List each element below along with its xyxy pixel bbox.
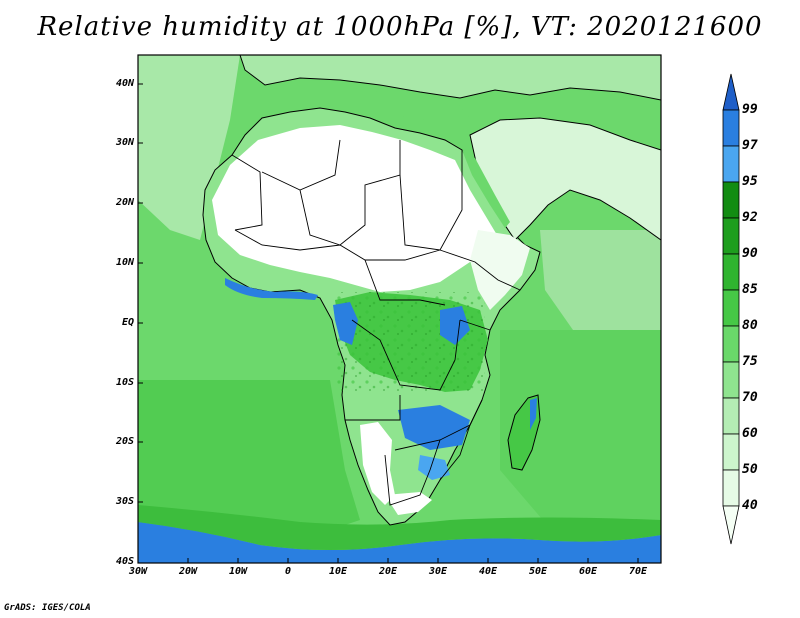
lake-victoria-saturated-patch: [440, 306, 470, 345]
lon-label-50e: 50E: [528, 566, 548, 577]
colorbar-top-arrow: [722, 73, 740, 111]
mediterranean-sea: [260, 82, 470, 122]
south-africa-dry-region: [385, 492, 432, 515]
grads-credit: GrADS: IGES/COLA: [4, 603, 91, 613]
colorbar-segment-50-60: [722, 433, 740, 471]
lon-label-40e: 40E: [478, 566, 498, 577]
lon-label-20e: 20E: [378, 566, 398, 577]
north-atlantic-dry-zone: [138, 55, 240, 240]
border-central-africa: [364, 259, 446, 306]
cameroon-saturated-patch: [333, 302, 358, 345]
southern-ocean-saturated-band: [138, 522, 661, 563]
colorbar-label-97: 97: [742, 138, 758, 153]
border-angola: [345, 395, 401, 421]
lon-label-30e: 30E: [428, 566, 448, 577]
colorbar-segment-80-85: [722, 289, 740, 327]
border-sahel: [234, 229, 441, 261]
kalahari-dry-region: [360, 422, 395, 505]
red-sea: [462, 150, 510, 228]
border-mozambique: [439, 399, 483, 481]
colorbar-label-92: 92: [742, 210, 758, 225]
map-frame: [137, 54, 662, 564]
border-west-sahara: [231, 154, 263, 231]
arabia-landmass: [469, 117, 662, 241]
colorbar-segment-75-80: [722, 325, 740, 363]
colorbar-segment-70-75: [722, 361, 740, 399]
colorbar-label-70: 70: [742, 390, 758, 405]
colorbar-segment-90-92: [722, 217, 740, 255]
colorbar-label-40: 40: [742, 498, 758, 513]
lat-label-10n: 10N: [115, 257, 134, 268]
colorbar: [722, 73, 740, 545]
colorbar-label-85: 85: [742, 282, 758, 297]
colorbar-bottom-arrow: [722, 505, 740, 545]
colorbar-segment-60-70: [722, 397, 740, 435]
horn-of-africa-dry-region: [470, 230, 530, 310]
lat-label-40s: 40S: [115, 556, 134, 567]
lon-label-10w: 10W: [228, 566, 248, 577]
border-namibia-botswana: [384, 439, 441, 506]
lat-label-30n: 30N: [115, 137, 134, 148]
sahara-dry-region: [212, 125, 500, 292]
lon-label-60e: 60E: [578, 566, 598, 577]
colorbar-label-60: 60: [742, 426, 758, 441]
mozambique-saturated-patch: [418, 455, 450, 480]
border-sudan-ethiopia: [439, 249, 521, 291]
map-panel: [137, 54, 662, 564]
south-atlantic-moist-zone: [138, 380, 360, 540]
colorbar-label-90: 90: [742, 246, 758, 261]
madagascar-saturated-patch: [530, 398, 537, 430]
lon-label-30w: 30W: [128, 566, 148, 577]
border-east-africa: [459, 319, 491, 331]
indian-ocean-moist-zone: [500, 330, 661, 540]
colorbar-label-75: 75: [742, 354, 758, 369]
southern-ocean-green-band: [138, 505, 661, 550]
lat-label-40n: 40N: [115, 78, 134, 89]
lat-label-20n: 20N: [115, 197, 134, 208]
colorbar-segment-97-99: [722, 109, 740, 147]
zambia-saturated-patch: [398, 405, 470, 450]
colorbar-segment-92-95: [722, 181, 740, 219]
lon-label-10e: 10E: [328, 566, 348, 577]
border-congo: [351, 319, 461, 391]
colorbar-segment-85-90: [722, 253, 740, 291]
lat-label-20s: 20S: [115, 436, 134, 447]
congo-speckle-texture: [335, 292, 485, 392]
colorbar-label-50: 50: [742, 462, 758, 477]
lat-label-30s: 30S: [115, 496, 134, 507]
colorbar-label-99: 99: [742, 102, 758, 117]
colorbar-label-95: 95: [742, 174, 758, 189]
colorbar-label-80: 80: [742, 318, 758, 333]
country-borders: [231, 139, 521, 506]
lon-label-0: 0: [284, 566, 292, 577]
lon-label-70e: 70E: [628, 566, 648, 577]
lat-label-10s: 10S: [115, 377, 134, 388]
arabian-sea-zone: [540, 230, 661, 350]
map-title: Relative humidity at 1000hPa [%], VT: 20…: [37, 12, 763, 42]
lon-label-20w: 20W: [178, 566, 198, 577]
colorbar-segment-40-50: [722, 469, 740, 507]
lat-label-eq: EQ: [121, 317, 134, 328]
border-algeria-mali: [261, 139, 341, 191]
gulf-of-guinea-saturated-patch: [225, 278, 318, 300]
colorbar-segment-95-97: [722, 145, 740, 183]
map-ticks: [137, 83, 639, 563]
europe-landmass: [239, 54, 662, 101]
